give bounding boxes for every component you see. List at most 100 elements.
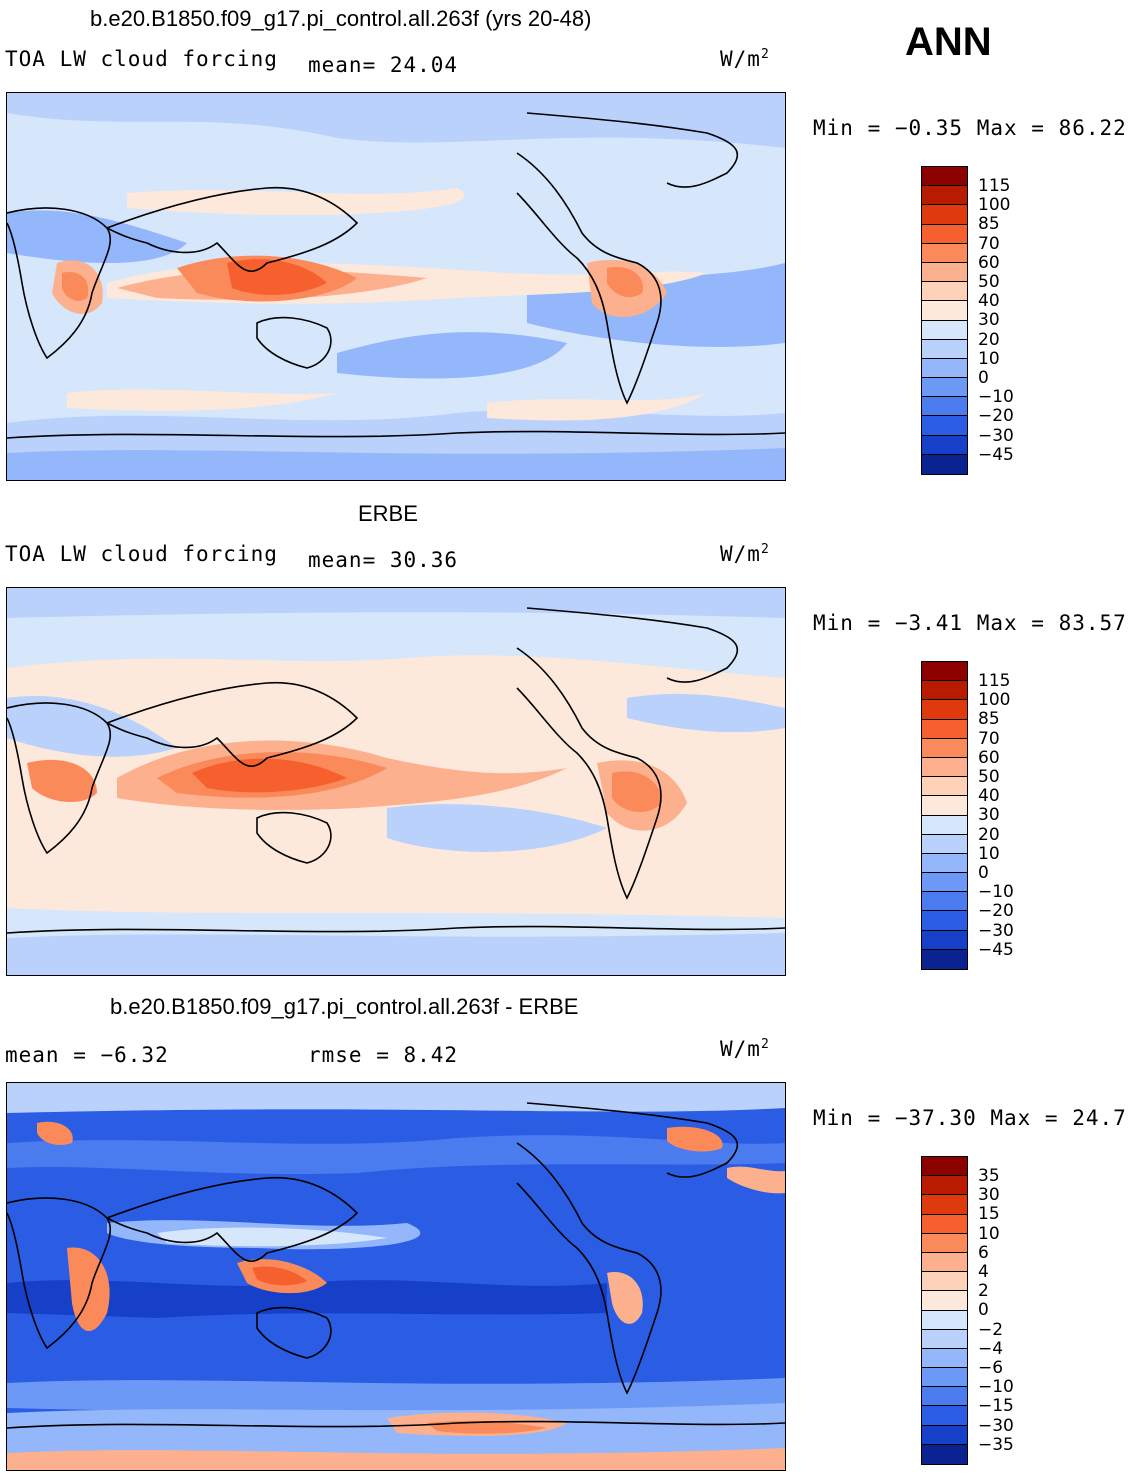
colorbar-tick-label: 100 xyxy=(978,690,1011,711)
colorbar-swatch xyxy=(922,262,967,283)
colorbar-swatch xyxy=(922,378,967,398)
colorbar-swatch xyxy=(922,186,967,206)
colorbar-tick-label: 60 xyxy=(978,747,1000,768)
colorbar-swatch xyxy=(922,1157,967,1177)
colorbar-tick-label: 30 xyxy=(978,1185,1000,1206)
colorbar-swatch xyxy=(922,1176,967,1196)
colorbar-tick-label: 40 xyxy=(978,786,1000,807)
colorbar-swatch xyxy=(922,1425,967,1445)
colorbar-tick-label: 30 xyxy=(978,310,1000,331)
panel-3-map-svg xyxy=(7,1083,785,1470)
colorbar-tick-label: −6 xyxy=(978,1358,1004,1378)
colorbar-swatch xyxy=(922,243,967,263)
colorbar-swatch xyxy=(922,1387,967,1407)
colorbar-swatch xyxy=(922,873,967,893)
colorbar-swatch xyxy=(922,738,967,758)
colorbar-tick-label: −2 xyxy=(978,1319,1004,1340)
colorbar-swatch xyxy=(922,339,967,359)
colorbar-tick-label: 0 xyxy=(978,863,989,883)
colorbar-tick-label: −45 xyxy=(978,939,1014,960)
colorbar-tick-label: 4 xyxy=(978,1262,989,1282)
colorbar-tick-label: 50 xyxy=(978,767,1000,787)
panel-3-colorbar xyxy=(921,1156,968,1465)
colorbar-tick-label: −10 xyxy=(978,1377,1014,1398)
panel-2-units: W/m2 xyxy=(720,542,770,566)
panel-2-title: ERBE xyxy=(358,501,418,526)
colorbar-tick-label: −15 xyxy=(978,1396,1014,1417)
colorbar-tick-label: −10 xyxy=(978,387,1014,408)
panel-3-mean: mean = −6.32 xyxy=(5,1043,169,1067)
panel-2-minmax: Min = −3.41 Max = 83.57 xyxy=(813,611,1127,635)
colorbar-tick-label: −45 xyxy=(978,444,1014,465)
colorbar-tick-label: 10 xyxy=(978,348,1000,369)
colorbar-swatch xyxy=(922,834,967,854)
season-label: ANN xyxy=(905,20,992,64)
colorbar-tick-label: 50 xyxy=(978,272,1000,292)
colorbar-tick-label: 10 xyxy=(978,843,1000,864)
colorbar-tick-label: 40 xyxy=(978,291,1000,312)
colorbar-swatch xyxy=(922,1252,967,1273)
colorbar-tick-label: 85 xyxy=(978,709,1000,730)
colorbar-swatch xyxy=(922,1310,967,1330)
colorbar-tick-label: −30 xyxy=(978,920,1014,941)
colorbar-swatch xyxy=(922,757,967,778)
panel-1-variable: TOA LW cloud forcing xyxy=(5,47,278,71)
colorbar-swatch xyxy=(922,911,967,931)
colorbar-swatch xyxy=(922,1406,967,1426)
colorbar-swatch xyxy=(922,1348,967,1369)
colorbar-tick-label: 0 xyxy=(978,1300,989,1321)
panel-1-units: W/m2 xyxy=(720,47,770,71)
panel-3-map xyxy=(6,1082,786,1471)
colorbar-swatch xyxy=(922,320,967,340)
colorbar-tick-label: 70 xyxy=(978,728,1000,749)
colorbar-swatch xyxy=(922,358,967,379)
panel-2-mean: mean= 30.36 xyxy=(308,548,459,572)
colorbar-tick-label: −20 xyxy=(978,901,1014,922)
panel-2-colorbar xyxy=(921,661,968,970)
colorbar-swatch xyxy=(922,282,967,302)
colorbar-tick-label: −30 xyxy=(978,425,1014,446)
colorbar-tick-label: 0 xyxy=(978,368,989,388)
colorbar-swatch xyxy=(922,719,967,739)
colorbar-swatch xyxy=(922,892,967,912)
colorbar-swatch xyxy=(922,454,967,474)
colorbar-swatch xyxy=(922,700,967,720)
colorbar-swatch xyxy=(922,930,967,950)
colorbar-tick-label: −35 xyxy=(978,1434,1014,1455)
colorbar-swatch xyxy=(922,397,967,417)
panel-3-rmse: rmse = 8.42 xyxy=(308,1043,459,1067)
colorbar-swatch xyxy=(922,1195,967,1215)
panel-1-mean: mean= 24.04 xyxy=(308,53,459,77)
colorbar-tick-label: −10 xyxy=(978,882,1014,903)
colorbar-swatch xyxy=(922,681,967,701)
colorbar-tick-label: 100 xyxy=(978,195,1011,216)
colorbar-swatch xyxy=(922,1291,967,1311)
colorbar-tick-label: 6 xyxy=(978,1242,989,1263)
panel-2-variable: TOA LW cloud forcing xyxy=(5,542,278,566)
panel-1-colorbar xyxy=(921,166,968,475)
colorbar-swatch xyxy=(922,1368,967,1388)
colorbar-tick-label: 2 xyxy=(978,1281,989,1302)
colorbar-tick-label: 70 xyxy=(978,233,1000,254)
colorbar-tick-label: 35 xyxy=(978,1166,1000,1186)
colorbar-tick-label: −4 xyxy=(978,1338,1004,1359)
colorbar-tick-label: 30 xyxy=(978,805,1000,826)
panel-1-map xyxy=(6,92,786,481)
panel-3-minmax: Min = −37.30 Max = 24.77 xyxy=(813,1106,1128,1130)
panel-3-units: W/m2 xyxy=(720,1037,770,1061)
colorbar-swatch xyxy=(922,301,967,321)
colorbar-swatch xyxy=(922,167,967,187)
colorbar-swatch xyxy=(922,796,967,816)
panel-1-minmax: Min = −0.35 Max = 86.22 xyxy=(813,116,1127,140)
panel-2-map xyxy=(6,587,786,976)
colorbar-swatch xyxy=(922,224,967,244)
colorbar-tick-label: −30 xyxy=(978,1415,1014,1436)
colorbar-swatch xyxy=(922,1272,967,1292)
colorbar-tick-label: −20 xyxy=(978,406,1014,427)
colorbar-swatch xyxy=(922,949,967,969)
colorbar-swatch xyxy=(922,1329,967,1349)
colorbar-tick-label: 15 xyxy=(978,1204,1000,1225)
panel-2-map-svg xyxy=(7,588,785,975)
colorbar-swatch xyxy=(922,815,967,835)
colorbar-swatch xyxy=(922,1444,967,1464)
